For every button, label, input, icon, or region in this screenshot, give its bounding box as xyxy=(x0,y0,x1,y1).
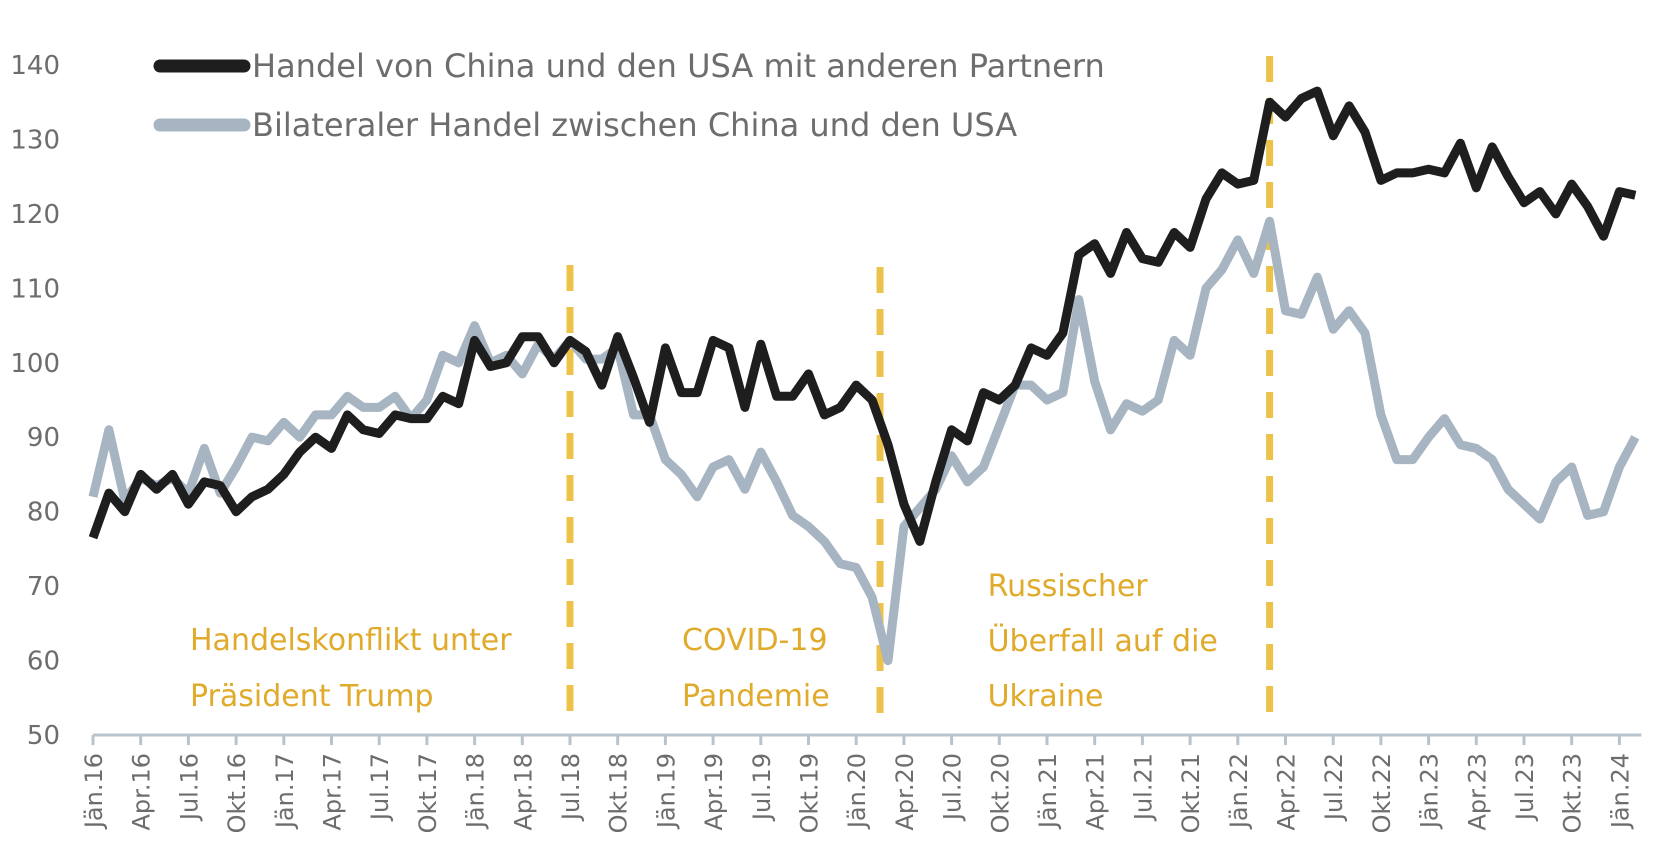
y-tick-label: 80 xyxy=(27,498,60,528)
x-tick-label: Apr.21 xyxy=(1082,753,1110,830)
y-tick-label: 140 xyxy=(10,51,60,81)
x-tick-label: Jän.16 xyxy=(80,753,108,830)
x-tick-label: Apr.23 xyxy=(1463,753,1491,830)
x-tick-label: Jän.24 xyxy=(1606,753,1634,830)
x-tick-label: Okt.23 xyxy=(1559,753,1587,833)
x-tick-label: Apr.16 xyxy=(128,753,156,830)
y-tick-label: 120 xyxy=(10,200,60,230)
x-tick-label: Jul.18 xyxy=(557,753,585,822)
x-tick-label: Jän.18 xyxy=(462,753,490,830)
legend: Handel von China und den USA mit anderen… xyxy=(153,47,1105,144)
x-tick-label: Okt.18 xyxy=(605,753,633,833)
y-tick-label: 100 xyxy=(10,349,60,379)
x-tick-label: Jul.17 xyxy=(366,753,394,822)
event-annotation: Überfall auf die xyxy=(988,623,1218,659)
x-tick-label: Jän.19 xyxy=(652,753,680,830)
y-tick-label: 60 xyxy=(27,647,60,677)
x-tick-label: Jul.19 xyxy=(748,753,776,822)
x-tick-label: Apr.20 xyxy=(891,753,919,830)
x-tick-label: Okt.16 xyxy=(223,753,251,833)
y-tick-label: 130 xyxy=(10,125,60,155)
legend-label-other-partners: Handel von China und den USA mit anderen… xyxy=(252,47,1105,85)
x-tick-label: Okt.17 xyxy=(414,753,442,833)
x-tick-label: Jän.22 xyxy=(1225,753,1253,830)
y-tick-label: 110 xyxy=(10,274,60,304)
x-tick-label: Okt.20 xyxy=(986,753,1014,833)
x-tick-label: Jul.22 xyxy=(1320,753,1348,822)
series-lines xyxy=(88,86,1640,666)
x-tick-label: Jän.21 xyxy=(1034,753,1062,830)
event-annotation: Präsident Trump xyxy=(190,679,434,714)
x-tick-label: Jän.23 xyxy=(1416,753,1444,830)
event-annotation: Pandemie xyxy=(682,679,830,714)
x-tick-label: Apr.19 xyxy=(700,753,728,830)
x-axis: Jän.16 Apr.16 Jul.16 Okt.16 Jän.17 Apr.17 Jul.… xyxy=(80,733,1642,833)
x-tick-label: Jul.16 xyxy=(175,753,203,822)
event-annotation: COVID-19 xyxy=(682,623,828,658)
event-markers: Handelskonflikt unter Präsident Trump COVI… xyxy=(190,56,1274,725)
x-tick-label: Jul.23 xyxy=(1511,753,1539,822)
series-other-partners xyxy=(88,86,1637,546)
x-tick-label: Okt.19 xyxy=(796,753,824,833)
y-tick-label: 50 xyxy=(27,721,60,751)
x-tick-label: Apr.18 xyxy=(509,753,537,830)
x-tick-label: Jul.21 xyxy=(1129,753,1157,822)
series-bilateral xyxy=(88,216,1640,666)
x-tick-label: Jän.17 xyxy=(271,753,299,830)
x-tick-label: Jän.20 xyxy=(843,753,871,830)
x-tick-label: Okt.22 xyxy=(1368,753,1396,833)
event-annotation: Handelskonflikt unter xyxy=(190,623,512,658)
legend-label-bilateral: Bilateraler Handel zwischen China und de… xyxy=(252,106,1017,144)
y-axis: 50 60 70 80 90 100 110 120 130 140 xyxy=(10,51,60,751)
series-line xyxy=(88,86,1637,546)
y-tick-label: 70 xyxy=(27,572,60,602)
series-line xyxy=(88,216,1640,666)
x-tick-label: Okt.21 xyxy=(1177,753,1205,833)
x-tick-label: Apr.22 xyxy=(1273,753,1301,830)
event-annotation: Ukraine xyxy=(988,679,1104,714)
event-annotation: Russischer xyxy=(988,569,1149,604)
x-tick-label: Apr.17 xyxy=(319,753,347,830)
x-tick-label: Jul.20 xyxy=(939,753,967,822)
y-tick-label: 90 xyxy=(27,423,60,453)
